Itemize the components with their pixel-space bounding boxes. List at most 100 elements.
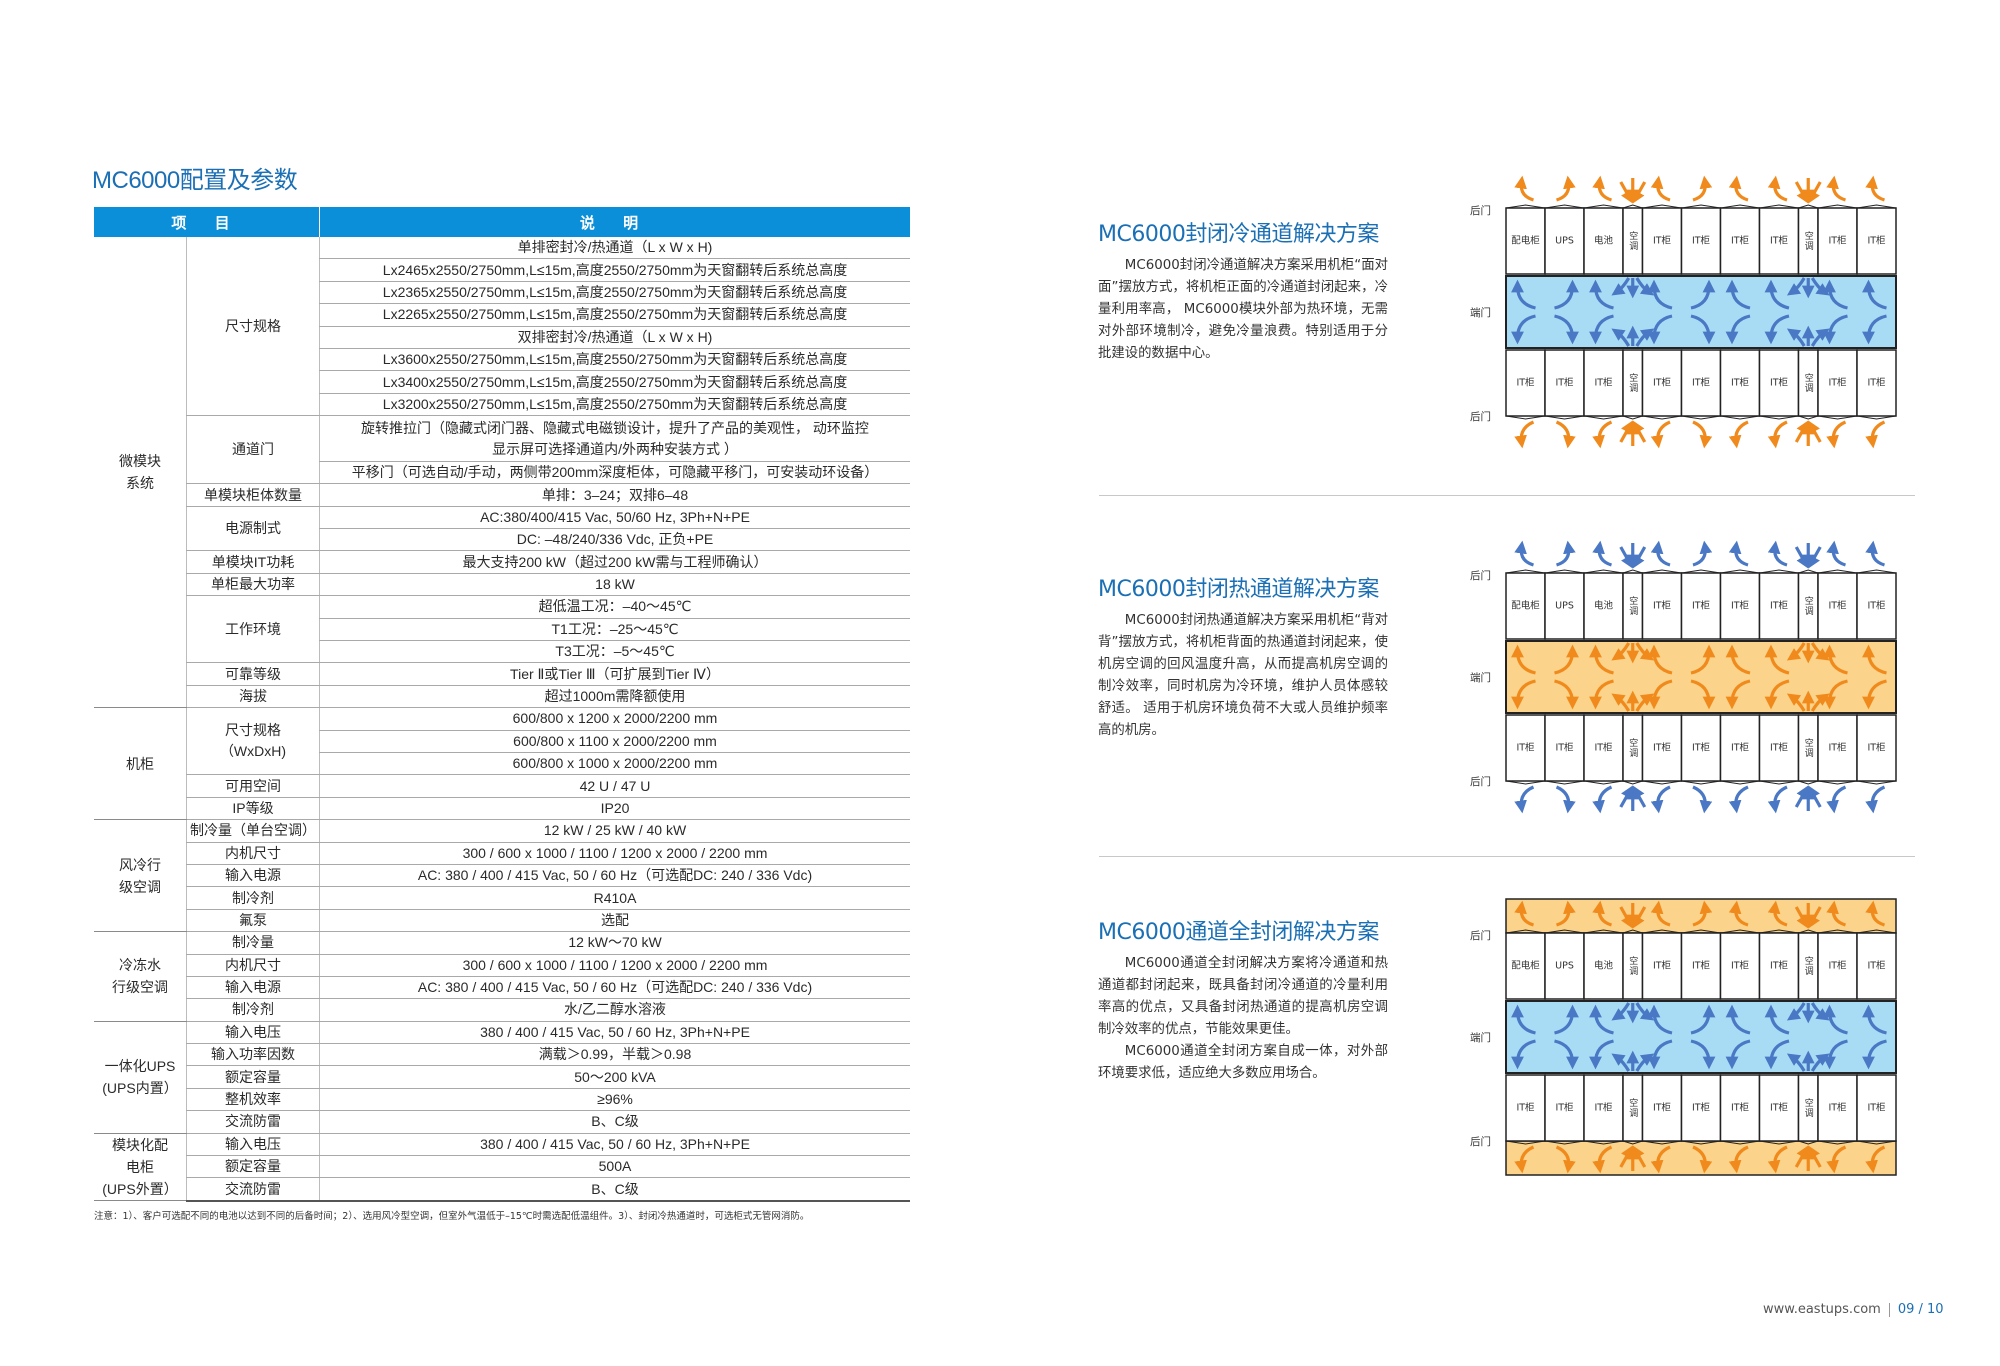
rack-door — [1681, 929, 1721, 934]
item-value: 500A — [319, 1155, 910, 1179]
group-label: 模块化配 电柜 (UPS外置） — [94, 1133, 187, 1202]
item-label: 海拔 — [186, 685, 320, 709]
rack-label: IT柜 — [1867, 960, 1886, 972]
airflow-arrow-icon — [1764, 1039, 1790, 1070]
rack-door — [1642, 929, 1682, 934]
airflow-arrow-icon — [1865, 420, 1886, 449]
airflow-arrow-icon — [1592, 420, 1613, 449]
table-row: 双排密封冷/热通道（L x W x H) — [94, 326, 910, 349]
item-value: Lx2265x2550/2750mm,L≤15m,高度2550/2750mm为天… — [319, 303, 910, 327]
airflow-arrow-icon — [1728, 540, 1749, 567]
rack-door — [1642, 569, 1682, 574]
group-label: 冷冻水 行级空调 — [94, 931, 187, 1022]
door-label: 后门 — [1470, 1135, 1491, 1148]
airflow-arrow-icon — [1865, 540, 1886, 567]
airflow-arrow-icon — [1589, 644, 1614, 675]
door-label: 端门 — [1470, 671, 1491, 684]
rack-label: IT柜 — [1653, 960, 1672, 972]
table-row: 额定容量 50～200 kVA — [94, 1065, 910, 1089]
airflow-arrow-icon — [1692, 900, 1713, 927]
rack-door — [1856, 569, 1897, 574]
airflow-arrow-icon — [1647, 1004, 1673, 1035]
table-row: 机柜 尺寸规格 （WxDxH) 600/800 x 1200 x 2000/2200… — [94, 707, 910, 821]
airflow-arrow-icon — [1647, 644, 1673, 675]
table-row: 输入功率因数 满载＞0.99，半载＞0.98 — [94, 1043, 910, 1067]
rack-door — [1817, 1140, 1858, 1145]
rack-door — [1622, 929, 1643, 934]
table-row: 交流防雷 B、C级 — [94, 1177, 910, 1202]
item-label: 氟泵 — [186, 909, 320, 933]
airflow-arrow-icon — [1764, 644, 1790, 675]
airflow-arrow-icon — [1808, 785, 1822, 808]
rack-door — [1798, 204, 1819, 209]
page-title: MC6000配置及参数 — [92, 167, 298, 194]
airflow-arrow-icon — [1728, 175, 1749, 202]
rack-cabinet — [1719, 714, 1761, 782]
rack-label: 配电柜 — [1511, 960, 1540, 972]
table-row: 制冷剂 水/乙二醇水溶液 — [94, 998, 910, 1022]
rack-door — [1505, 1140, 1546, 1145]
airflow-arrow-icon — [1865, 1145, 1886, 1174]
item-label: 输入电源 — [186, 864, 320, 888]
item-label: 制冷剂 — [186, 998, 320, 1022]
rack-cabinet — [1817, 349, 1858, 417]
item-value: ≥96% — [319, 1088, 910, 1112]
airflow-arrow-icon — [1692, 785, 1713, 814]
rack-door — [1798, 415, 1819, 420]
footer: www.eastups.com 09 / 10 — [1763, 1302, 1944, 1317]
header-description: 说 明 — [319, 207, 910, 237]
rack-label: IT柜 — [1516, 742, 1535, 754]
rear-sealed-band — [1505, 898, 1897, 934]
airflow-arrow-icon — [1589, 1004, 1614, 1035]
table-row: Lx3600x2550/2750mm,L≤15m,高度2550/2750mm为天… — [94, 348, 910, 372]
item-value: 380 / 400 / 415 Vac, 50 / 60 Hz, 3Ph+N+P… — [319, 1133, 910, 1157]
group-label: 风冷行 级空调 — [94, 819, 187, 933]
airflow-arrow-icon — [1611, 693, 1631, 712]
airflow-arrow-icon — [1619, 420, 1633, 443]
rack-cabinet — [1583, 1074, 1624, 1142]
rack-cabinet — [1719, 932, 1761, 1000]
airflow-arrow-icon — [1764, 279, 1790, 310]
airflow-arrow-icon — [1690, 1039, 1716, 1070]
rack-label: IT柜 — [1731, 960, 1750, 972]
rack-label: 空调 — [1627, 1097, 1638, 1118]
item-value: DC: –48/240/336 Vdc, 正负+PE — [319, 528, 910, 552]
website-link[interactable]: www.eastups.com — [1763, 1302, 1881, 1317]
table-row: Lx3400x2550/2750mm,L≤15m,高度2550/2750mm为天… — [94, 370, 910, 394]
airflow-arrow-icon — [1650, 785, 1671, 814]
item-value: 12 kW / 25 kW / 40 kW — [319, 819, 910, 843]
airflow-arrow-icon — [1826, 785, 1847, 814]
table-row: Lx2265x2550/2750mm,L≤15m,高度2550/2750mm为天… — [94, 303, 910, 327]
rack-label: IT柜 — [1516, 1102, 1535, 1114]
rack-label: IT柜 — [1867, 1102, 1886, 1114]
airflow-arrow-icon — [1808, 546, 1822, 569]
rack-door — [1759, 415, 1799, 420]
rack-door — [1681, 780, 1721, 785]
item-value: 600/800 x 1200 x 2000/2200 mm — [319, 707, 910, 731]
airflow-arrow-icon — [1555, 900, 1576, 927]
table-row: 额定容量 500A — [94, 1155, 910, 1179]
rack-label: 空调 — [1627, 595, 1638, 616]
enclosed-aisle — [1505, 1000, 1897, 1074]
airflow-arrow-icon — [1514, 175, 1535, 202]
rack-cabinet — [1544, 207, 1585, 275]
airflow-arrow-icon — [1632, 420, 1647, 443]
airflow-arrow-icon — [1725, 1039, 1751, 1070]
airflow-arrow-icon — [1589, 679, 1614, 710]
table-row: 600/800 x 1000 x 2000/2200 mm — [94, 752, 910, 776]
rack-door — [1622, 1140, 1643, 1145]
rack-door — [1817, 204, 1858, 209]
rack-cabinet — [1719, 1074, 1761, 1142]
table-row: 平移门（可选自动/手动，两侧带200mm深度柜体，可隐藏平移门，可安装动环设备） — [94, 461, 910, 485]
airflow-arrow-icon — [1647, 314, 1673, 345]
table-row: 可靠等级 Tier Ⅱ或Tier Ⅲ（可扩展到Tier Ⅳ） — [94, 662, 910, 686]
rack-cabinet — [1856, 207, 1897, 275]
airflow-arrow-icon — [1514, 1145, 1535, 1174]
full-enclosure-diagram: 配电柜 UPS 电池 空调 IT柜 IT柜 IT柜 IT柜 空调 IT柜 IT柜IT柜 IT柜 IT柜空… — [1470, 898, 1897, 1176]
airflow-arrow-icon — [1690, 279, 1716, 310]
door-label: 后门 — [1470, 569, 1491, 582]
rack-label: IT柜 — [1692, 960, 1711, 972]
rack-label: IT柜 — [1770, 600, 1789, 612]
door-label: 端门 — [1470, 306, 1491, 319]
paragraph: MC6000封闭冷通道解决方案采用机柜“面对面”摆放方式，将机柜正面的冷通道封闭… — [1098, 258, 1388, 361]
